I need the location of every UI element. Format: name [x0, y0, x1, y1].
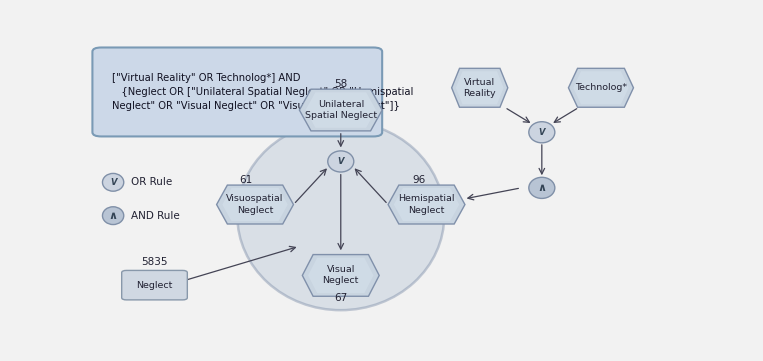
Text: V: V — [539, 128, 545, 137]
Text: 67: 67 — [334, 293, 347, 304]
Ellipse shape — [102, 173, 124, 191]
Text: Virtual
Reality: Virtual Reality — [463, 78, 496, 98]
Polygon shape — [452, 68, 508, 107]
Text: Hemispatial
Neglect: Hemispatial Neglect — [398, 195, 455, 214]
Text: V: V — [337, 157, 344, 166]
Ellipse shape — [529, 177, 555, 199]
Ellipse shape — [237, 121, 444, 310]
Ellipse shape — [102, 207, 124, 225]
Polygon shape — [306, 92, 376, 128]
Polygon shape — [308, 258, 373, 293]
Text: 58: 58 — [334, 79, 347, 89]
Text: Unilateral
Spatial Neglect: Unilateral Spatial Neglect — [304, 100, 377, 120]
Polygon shape — [302, 255, 379, 296]
Polygon shape — [568, 68, 633, 107]
Text: V: V — [110, 178, 117, 187]
Text: Technolog*: Technolog* — [575, 83, 627, 92]
Polygon shape — [388, 185, 465, 224]
Text: AND Rule: AND Rule — [131, 211, 179, 221]
Text: ∧: ∧ — [537, 183, 546, 193]
Text: 96: 96 — [413, 174, 426, 184]
Polygon shape — [222, 188, 288, 221]
Polygon shape — [217, 185, 294, 224]
Text: Visual
Neglect: Visual Neglect — [323, 265, 359, 286]
Polygon shape — [299, 89, 382, 131]
Text: Neglect: Neglect — [137, 280, 172, 290]
Text: 61: 61 — [240, 174, 253, 184]
Text: ["Virtual Reality" OR Technolog*] AND
   {Neglect OR ["Unilateral Spatial Neglec: ["Virtual Reality" OR Technolog*] AND {N… — [112, 73, 414, 111]
Ellipse shape — [529, 122, 555, 143]
Text: OR Rule: OR Rule — [131, 177, 172, 187]
FancyBboxPatch shape — [121, 270, 188, 300]
Polygon shape — [394, 188, 459, 221]
FancyBboxPatch shape — [92, 48, 382, 136]
Ellipse shape — [328, 151, 354, 172]
Text: ∧: ∧ — [108, 211, 118, 221]
Polygon shape — [573, 71, 629, 104]
Text: 5835: 5835 — [141, 257, 168, 266]
Polygon shape — [456, 71, 504, 104]
Text: Visuospatial
Neglect: Visuospatial Neglect — [227, 195, 284, 214]
